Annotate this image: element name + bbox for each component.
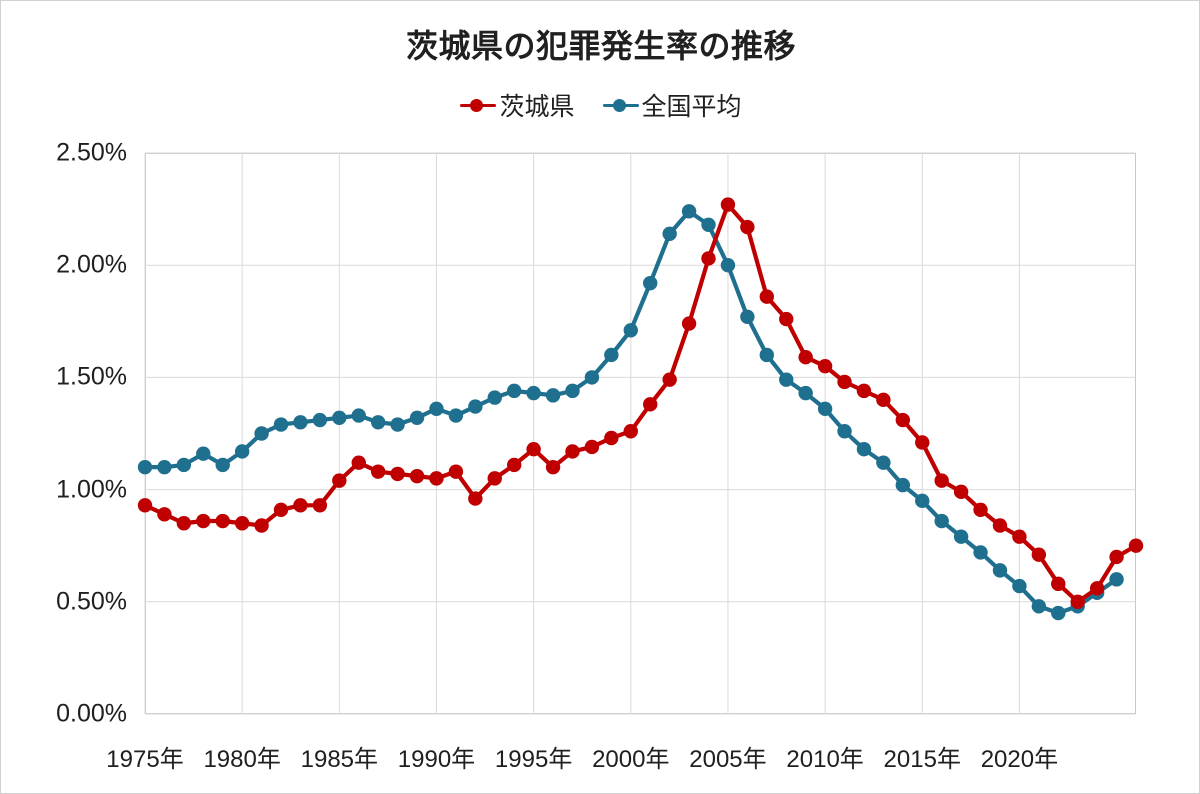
x-axis-tick-label: 1995年	[494, 746, 573, 773]
legend-item-national-average[interactable]: 全国平均	[602, 87, 742, 123]
legend-marker-blue	[602, 96, 639, 114]
y-axis-tick-label: 2.50%	[56, 138, 127, 167]
x-axis-tick-label: 1975年	[106, 746, 184, 773]
x-axis-tick-label: 2020年	[980, 746, 1059, 773]
y-axis-tick-label: 2.00%	[56, 250, 127, 279]
x-axis-tick-label: 2015年	[883, 746, 961, 773]
x-axis-tick-label: 2010年	[786, 746, 864, 773]
x-axis-tick-label: 2005年	[689, 746, 767, 773]
plot-area	[145, 153, 1136, 714]
x-axis-tick-label: 2000年	[592, 746, 670, 773]
y-axis-tick-label: 0.00%	[56, 699, 127, 728]
chart-title: 茨城県の犯罪発生率の推移	[405, 28, 796, 64]
legend-label-national-average: 全国平均	[641, 93, 742, 121]
x-axis-tick-label: 1980年	[203, 746, 281, 773]
y-axis-tick-label: 1.00%	[56, 475, 127, 504]
legend-item-ibaraki[interactable]: 茨城県	[460, 87, 575, 123]
x-axis-tick-label: 1985年	[300, 746, 379, 773]
legend-label-ibaraki: 茨城県	[499, 93, 575, 121]
legend-marker-red	[460, 96, 497, 114]
x-axis-tick-label: 1990年	[397, 746, 476, 773]
chart-legend: 茨城県 全国平均	[1, 87, 1199, 123]
y-axis-tick-label: 0.50%	[56, 587, 127, 616]
y-axis-tick-label: 1.50%	[56, 362, 127, 391]
